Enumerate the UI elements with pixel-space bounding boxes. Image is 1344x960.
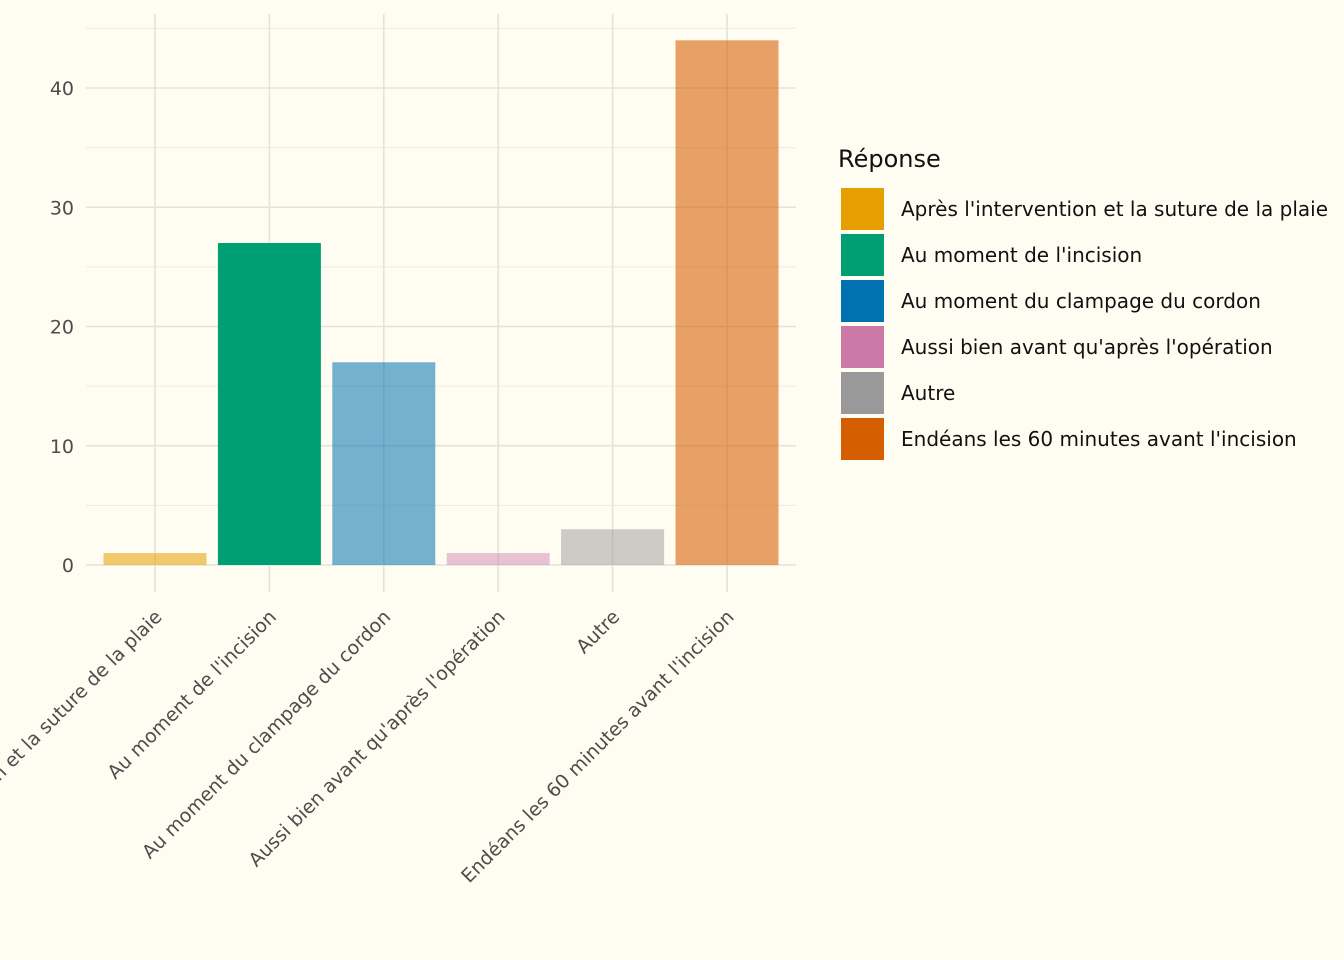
legend-label: Au moment de l'incision	[901, 243, 1142, 267]
y-tick-label: 40	[50, 78, 74, 100]
legend-label: Après l'intervention et la suture de la …	[901, 197, 1328, 221]
legend-swatch	[841, 280, 884, 322]
legend-swatch	[841, 418, 884, 460]
bar	[103, 553, 207, 565]
y-tick-label: 0	[62, 555, 74, 577]
y-tick-label: 20	[50, 317, 74, 339]
legend-label: Aussi bien avant qu'après l'opération	[901, 335, 1273, 359]
x-tick-label: Autre	[572, 606, 624, 658]
legend-swatch	[841, 326, 884, 368]
bar	[217, 243, 321, 565]
bar	[675, 40, 779, 566]
legend-label: Au moment du clampage du cordon	[901, 289, 1261, 313]
legend-items: Après l'intervention et la suture de la …	[841, 188, 1328, 460]
x-axis-ticks: Après l'intervention et la suture de la …	[0, 606, 739, 908]
bars	[103, 40, 779, 566]
x-tick-label: Au moment du clampage du cordon	[138, 606, 395, 863]
y-tick-label: 10	[50, 436, 74, 458]
bar	[446, 553, 550, 565]
bar	[332, 362, 436, 565]
y-axis-ticks: 0 10 20 30 40	[50, 78, 74, 577]
bar	[561, 529, 665, 565]
legend-label: Autre	[901, 381, 955, 405]
legend-swatch	[841, 234, 884, 276]
x-tick-label: Endéans les 60 minutes avant l'incision	[457, 606, 738, 887]
legend-label: Endéans les 60 minutes avant l'incision	[901, 427, 1297, 451]
legend-swatch	[841, 372, 884, 414]
legend-title: Réponse	[838, 145, 941, 173]
x-tick-label: Aussi bien avant qu'après l'opération	[244, 606, 509, 871]
legend: Réponse Après l'intervention et la sutur…	[838, 145, 1328, 460]
y-tick-label: 30	[50, 197, 74, 219]
legend-swatch	[841, 188, 884, 230]
